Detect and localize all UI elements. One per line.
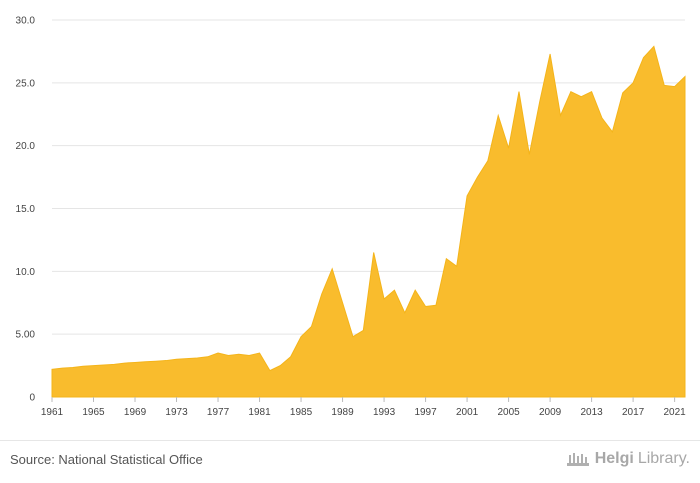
chart: 0 5.00 10.0 15.0 20.0 25.0 30.0 1961 1965 1969 19… xyxy=(16,16,687,419)
source-note: Source: National Statistical Office xyxy=(10,452,203,467)
y-tick-label: 10.0 xyxy=(16,267,36,278)
series-area xyxy=(51,45,686,398)
library-logo-icon xyxy=(566,453,589,466)
x-tick-label: 2017 xyxy=(622,407,645,418)
grid-lines xyxy=(52,19,685,398)
y-axis-ticks: 0 5.00 10.0 15.0 20.0 25.0 30.0 xyxy=(16,16,36,404)
y-tick-label: 15.0 xyxy=(16,204,36,215)
x-tick-label: 1981 xyxy=(248,407,271,418)
brand-logo[interactable]: Helgi Library. xyxy=(565,449,690,469)
x-tick-label: 2001 xyxy=(456,407,479,418)
y-tick-label: 25.0 xyxy=(16,78,36,89)
y-tick-label: 5.00 xyxy=(16,330,36,341)
x-axis-ticks: 1961 1965 1969 1973 1977 1981 1985 1989 1993 1997… xyxy=(41,397,686,418)
y-tick-label: 0 xyxy=(29,393,35,404)
x-tick-label: 1965 xyxy=(82,407,105,418)
x-tick-label: 2021 xyxy=(663,407,686,418)
x-tick-label: 1973 xyxy=(165,407,188,418)
x-tick-label: 2005 xyxy=(497,407,520,418)
area-series xyxy=(51,45,686,398)
x-tick-label: 1997 xyxy=(414,407,437,418)
x-tick-label: 1985 xyxy=(290,407,313,418)
y-tick-label: 30.0 xyxy=(16,16,36,27)
x-tick-label: 2013 xyxy=(580,407,603,418)
y-tick-label: 20.0 xyxy=(16,141,36,152)
x-tick-label: 1989 xyxy=(331,407,354,418)
brand-name-part1: Helgi xyxy=(594,450,634,467)
chart-footer: Source: National Statistical Office Helg… xyxy=(0,440,700,483)
x-tick-label: 2009 xyxy=(539,407,562,418)
x-tick-label: 1961 xyxy=(41,407,64,418)
x-tick-label: 1977 xyxy=(207,407,230,418)
x-tick-label: 1969 xyxy=(124,407,147,418)
brand-name-part2: Library. xyxy=(637,450,690,467)
x-tick-label: 1993 xyxy=(373,407,396,418)
